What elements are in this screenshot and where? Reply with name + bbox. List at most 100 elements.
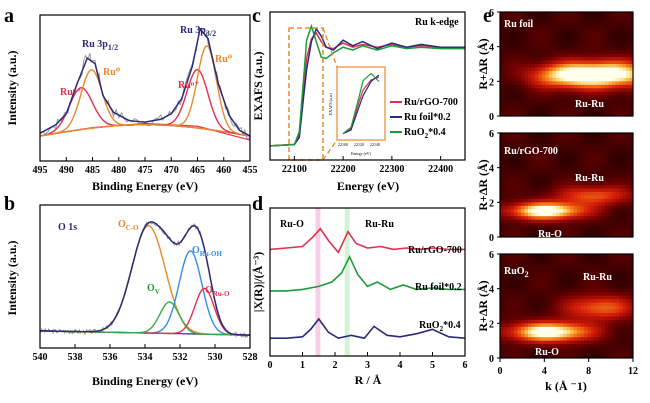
heatmap-cell [538,105,543,110]
heatmap-cell [531,344,536,348]
heatmap-cell [535,29,539,34]
heatmap-cell [629,333,634,338]
heatmap-cell [594,191,599,196]
heatmap-cell [563,309,567,314]
heatmap-cell [598,195,602,200]
heatmap-cell [584,36,588,41]
heatmap-cell [549,212,553,217]
heatmap-cell [545,264,550,269]
heatmap-cell [503,74,508,79]
heatmap-cell [570,43,574,48]
heatmap-cell [517,84,522,89]
heatmap-cell [615,254,620,258]
heatmap-cell [542,264,546,269]
heatmap-cell [573,198,578,203]
heatmap-cell [503,223,508,227]
heatmap-cell [510,264,515,269]
heatmap-cell [510,81,515,86]
heatmap-cell [563,146,567,151]
heatmap-cell [556,84,560,89]
heatmap-cell [521,209,525,214]
heatmap-cell [535,12,539,16]
heatmap-cell [580,46,585,51]
heatmap-cell [545,46,550,51]
heatmap-cell [507,146,511,151]
heatmap-cell [629,354,634,359]
e-y-tick-label-0-0: 0 [489,112,494,123]
heatmap-cell [556,226,560,231]
heatmap-cell [531,174,536,179]
heatmap-cell [566,309,571,314]
heatmap-cell [521,77,525,82]
heatmap-cell [535,139,539,144]
heatmap-cell [591,216,595,221]
heatmap-cell [622,174,627,179]
heatmap-cell [500,292,504,296]
heatmap-cell [629,288,634,293]
heatmap-cell [612,212,616,217]
heatmap-cell [619,112,623,117]
heatmap-cell [608,188,613,193]
heatmap-cell [556,205,560,210]
heatmap-cell [542,109,546,113]
heatmap-cell [507,257,511,262]
heatmap-cell [556,288,560,293]
heatmap-cell [580,36,585,41]
heatmap-cell [573,18,578,23]
heatmap-cell [615,81,620,86]
heatmap-cell [510,340,515,345]
heatmap-cell [598,316,602,321]
heatmap-cell [587,264,592,269]
heatmap-cell [500,198,504,203]
heatmap-cell [601,139,606,144]
heatmap-cell [601,15,606,20]
heatmap-cell [626,133,630,137]
heatmap-cell [598,326,602,331]
heatmap-cell [587,12,592,16]
heatmap-cell [535,91,539,96]
b-x-tick-label-530: 530 [208,352,223,363]
heatmap-cell [587,15,592,20]
heatmap-cell [552,50,557,54]
heatmap-cell [524,29,529,34]
heatmap-cell [605,288,609,293]
heatmap-cell [622,354,627,359]
heatmap-cell [549,202,553,207]
heatmap-cell [587,181,592,186]
heatmap-cell [521,185,525,189]
heatmap-cell [594,209,599,214]
heatmap-cell [552,257,557,262]
heatmap-cell [535,136,539,141]
heatmap-cell [545,74,550,79]
heatmap-cell [531,347,536,352]
heatmap-cell [601,74,606,79]
heatmap-cell [507,29,511,34]
heatmap-cell [629,70,634,75]
heatmap-cell [587,267,592,272]
heatmap-cell [570,292,574,296]
heatmap-cell [566,233,571,238]
heatmap-cell [528,195,532,200]
heatmap-cell [517,198,522,203]
heatmap-cell [584,299,588,303]
heatmap-cell [556,81,560,86]
heatmap-cell [531,32,536,37]
heatmap-cell [580,109,585,113]
heatmap-cell [605,43,609,48]
heatmap-cell [524,264,529,269]
heatmap-cell [500,39,504,44]
heatmap-cell [545,84,550,89]
heatmap-cell [507,209,511,214]
heatmap-cell [605,257,609,262]
heatmap-cell [542,67,546,72]
heatmap-cell [507,319,511,324]
heatmap-cell [535,226,539,231]
heatmap-cell [500,64,504,68]
heatmap-cell [500,202,504,207]
heatmap-cell [598,295,602,300]
panel-e-y-label-bottom: R+ΔR (Å) [476,280,490,331]
heatmap-cell [552,306,557,310]
heatmap-cell [591,77,595,82]
heatmap-cell [549,53,553,58]
